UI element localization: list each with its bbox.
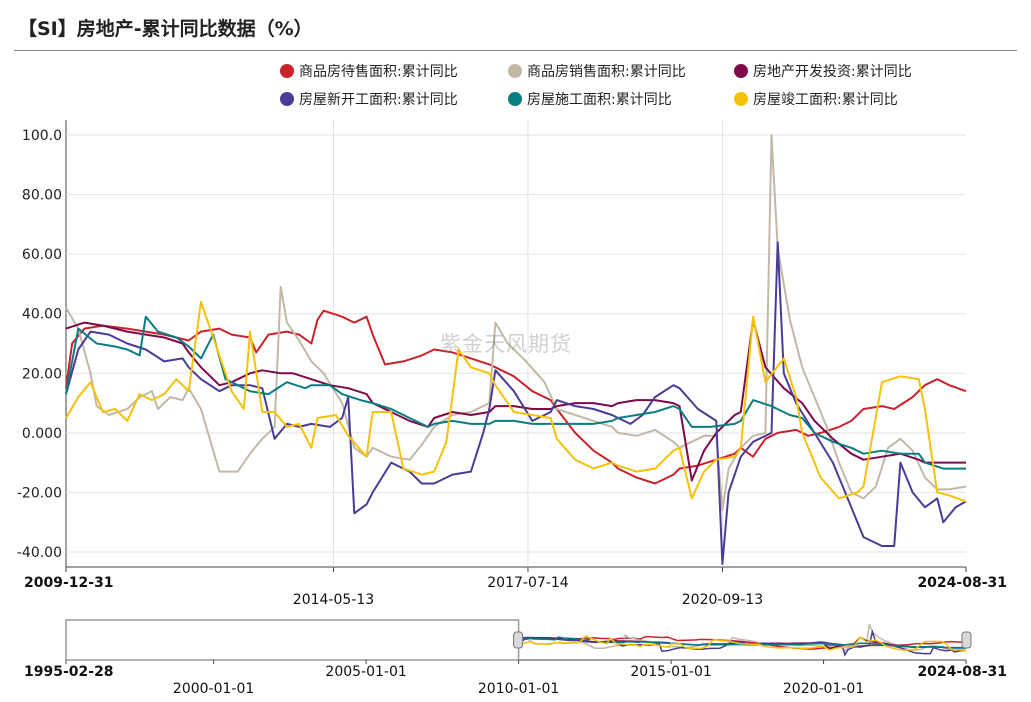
y-tick-label: -40.00 [17, 545, 62, 561]
navigator-tick-label: 2010-01-01 [478, 681, 559, 697]
y-tick-label: 60.00 [22, 247, 62, 263]
navigator-tick-label: 2005-01-01 [325, 664, 406, 680]
series-line-2 [65, 318, 966, 482]
legend-item-unsold-area[interactable]: 商品房待售面积:累计同比 [280, 62, 458, 82]
navigator-tick-label: 2000-01-01 [173, 681, 254, 697]
navigator-tick-label: 1995-02-28 [24, 664, 114, 680]
x-tick-label: 2024-08-31 [917, 575, 1007, 591]
legend-label: 房地产开发投资:累计同比 [753, 64, 912, 80]
legend-item-investment[interactable]: 房地产开发投资:累计同比 [734, 62, 912, 82]
title-divider [14, 50, 1017, 51]
navigator-tick-label: 2024-08-31 [917, 664, 1007, 680]
series-line-1 [65, 134, 967, 512]
series-lines [65, 134, 967, 565]
x-axis: 2009-12-31 2014-05-13 2017-07-14 2020-09-13… [24, 567, 1007, 608]
x-tick-label: 2020-09-13 [682, 592, 763, 608]
x-tick-label: 2009-12-31 [24, 575, 114, 591]
range-navigator: 1995-02-28 2000-01-01 2005-01-01 2010-01-01… [24, 619, 1007, 697]
legend-item-completion[interactable]: 房屋竣工面积:累计同比 [734, 90, 898, 110]
navigator-series-1 [518, 623, 967, 653]
legend-label: 房屋新开工面积:累计同比 [299, 92, 458, 108]
navigator-series-4 [518, 636, 966, 649]
legend-marker-icon [508, 64, 522, 78]
y-tick-label: 80.00 [22, 188, 62, 204]
y-tick-label: 100.0 [22, 128, 62, 144]
y-tick-label: 20.00 [22, 366, 62, 382]
grid-lines [65, 120, 966, 568]
navigator-tick-label: 2015-01-01 [630, 664, 711, 680]
y-tick-label: 0.000 [22, 426, 62, 442]
y-axis: 100.0 80.00 60.00 40.00 20.00 0.000 -20.00 -40.… [17, 128, 62, 561]
legend-label: 商品房待售面积:累计同比 [299, 64, 458, 80]
legend-label: 房屋竣工面积:累计同比 [753, 92, 898, 108]
legend-marker-icon [280, 64, 294, 78]
legend-marker-icon [734, 64, 748, 78]
legend-label: 房屋施工面积:累计同比 [527, 92, 672, 108]
legend-item-construction[interactable]: 房屋施工面积:累计同比 [508, 90, 672, 110]
watermark: 紫金天风期货 [440, 332, 572, 356]
y-tick-label: 40.00 [22, 307, 62, 323]
x-tick-label: 2017-07-14 [487, 575, 568, 591]
series-line-4 [65, 315, 966, 470]
navigator-tick-label: 2020-01-01 [783, 681, 864, 697]
navigator-unselected-region [65, 619, 520, 661]
x-tick-label: 2014-05-13 [293, 592, 374, 608]
legend-item-sales-area[interactable]: 商品房销售面积:累计同比 [508, 62, 686, 82]
y-tick-label: -20.00 [17, 485, 62, 501]
navigator-left-handle[interactable] [513, 631, 524, 649]
navigator-series-5 [518, 635, 967, 652]
legend-marker-icon [734, 92, 748, 106]
legend-label: 商品房销售面积:累计同比 [527, 64, 686, 80]
series-line-3 [65, 241, 967, 565]
legend-marker-icon [508, 92, 522, 106]
legend-item-new-starts[interactable]: 房屋新开工面积:累计同比 [280, 90, 458, 110]
series-line-5 [65, 300, 967, 503]
legend-marker-icon [280, 92, 294, 106]
page-title: 【SI】房地产-累计同比数据（%） [18, 18, 313, 40]
navigator-right-handle[interactable] [961, 631, 972, 649]
